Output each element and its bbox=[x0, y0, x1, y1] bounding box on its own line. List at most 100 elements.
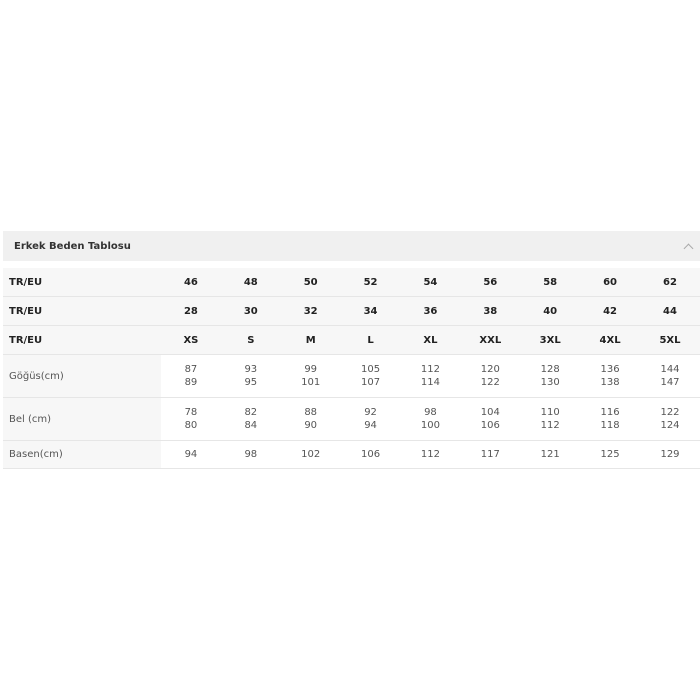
measurement-value: 106 bbox=[361, 449, 381, 460]
measurement-value: 118 bbox=[600, 420, 620, 431]
measurement-cell: 125 bbox=[580, 440, 640, 469]
size-cell: 50 bbox=[280, 268, 341, 297]
size-cell: 58 bbox=[520, 268, 581, 297]
measurement-value: 112 bbox=[420, 364, 440, 375]
size-cell: 30 bbox=[220, 296, 281, 326]
measurement-value: 89 bbox=[184, 377, 198, 388]
measurement-value: 138 bbox=[600, 377, 620, 388]
row-label: TR/EU bbox=[3, 296, 161, 326]
measurement-value: 136 bbox=[600, 364, 620, 375]
measurement-cell: 129 bbox=[640, 440, 700, 469]
measurement-value: 117 bbox=[480, 449, 500, 460]
measurement-value: 92 bbox=[364, 407, 377, 418]
size-cell: 46 bbox=[161, 268, 221, 297]
measurement-value: 110 bbox=[540, 407, 560, 418]
size-cell: 32 bbox=[280, 296, 341, 326]
size-cell: 54 bbox=[400, 268, 461, 297]
measurement-cell: 88 90 bbox=[280, 397, 341, 441]
size-cell: 40 bbox=[520, 296, 581, 326]
measurement-value: 100 bbox=[420, 420, 440, 431]
measurement-value: 112 bbox=[420, 449, 440, 460]
row-label: Bel (cm) bbox=[3, 397, 161, 441]
measurement-cell: 78 80 bbox=[161, 397, 221, 441]
size-cell: M bbox=[280, 325, 341, 355]
measurement-row: Bel (cm) 78 80 82 84 88 90 92 94 98 100 104 106 110 11… bbox=[3, 397, 700, 441]
measurement-cell: 98 bbox=[220, 440, 281, 469]
size-cell: 44 bbox=[640, 296, 700, 326]
accordion-title: Erkek Beden Tablosu bbox=[14, 240, 131, 252]
size-cell: 48 bbox=[220, 268, 281, 297]
size-cell: 34 bbox=[340, 296, 401, 326]
measurement-value: 82 bbox=[244, 407, 258, 418]
size-cell: 52 bbox=[340, 268, 401, 297]
measurement-value: 130 bbox=[540, 377, 560, 388]
chevron-up-icon[interactable] bbox=[683, 243, 694, 253]
measurement-value: 105 bbox=[361, 364, 381, 375]
measurement-cell: 136 138 bbox=[580, 354, 640, 398]
accordion-header[interactable]: Erkek Beden Tablosu bbox=[3, 231, 700, 261]
measurement-value: 104 bbox=[480, 407, 500, 418]
size-cell: S bbox=[220, 325, 281, 355]
measurement-cell: 105 107 bbox=[340, 354, 401, 398]
size-cell: 3XL bbox=[520, 325, 581, 355]
measurement-cell: 82 84 bbox=[220, 397, 281, 441]
measurement-cell: 121 bbox=[520, 440, 581, 469]
measurement-value: 144 bbox=[660, 364, 680, 375]
measurement-value: 94 bbox=[184, 449, 198, 460]
size-cell: XS bbox=[161, 325, 221, 355]
size-cell: 56 bbox=[460, 268, 521, 297]
measurement-value: 98 bbox=[244, 449, 258, 460]
measurement-row: Göğüs(cm) 87 89 93 95 99 101 105 107 112 114 120 122… bbox=[3, 354, 700, 398]
measurement-value: 84 bbox=[244, 420, 258, 431]
size-cell: 42 bbox=[580, 296, 640, 326]
measurement-cell: 102 bbox=[280, 440, 341, 469]
measurement-value: 98 bbox=[424, 407, 437, 418]
row-label: Basen(cm) bbox=[3, 440, 161, 469]
measurement-cell: 99 101 bbox=[280, 354, 341, 398]
measurement-value: 106 bbox=[480, 420, 500, 431]
measurement-value: 87 bbox=[184, 364, 198, 375]
measurement-cell: 87 89 bbox=[161, 354, 221, 398]
size-cell: 4XL bbox=[580, 325, 640, 355]
measurement-value: 94 bbox=[364, 420, 377, 431]
measurement-value: 112 bbox=[540, 420, 560, 431]
measurement-value: 122 bbox=[480, 377, 500, 388]
row-label: TR/EU bbox=[3, 325, 161, 355]
measurement-value: 95 bbox=[244, 377, 258, 388]
measurement-value: 125 bbox=[600, 449, 620, 460]
measurement-value: 102 bbox=[301, 449, 321, 460]
measurement-value: 101 bbox=[301, 377, 321, 388]
measurement-value: 120 bbox=[480, 364, 500, 375]
size-cell: 36 bbox=[400, 296, 461, 326]
measurement-cell: 94 bbox=[161, 440, 221, 469]
size-cell: 5XL bbox=[640, 325, 700, 355]
measurement-value: 116 bbox=[600, 407, 620, 418]
measurement-value: 147 bbox=[660, 377, 680, 388]
measurement-value: 121 bbox=[540, 449, 560, 460]
measurement-cell: 98 100 bbox=[400, 397, 461, 441]
measurement-value: 93 bbox=[244, 364, 258, 375]
measurement-value: 124 bbox=[660, 420, 680, 431]
measurement-cell: 106 bbox=[340, 440, 401, 469]
size-chart-accordion: Erkek Beden Tablosu TR/EU 46 48 50 52 54 56 58 6… bbox=[3, 231, 700, 469]
size-header-row: TR/EU 28 30 32 34 36 38 40 42 44 bbox=[3, 296, 700, 326]
measurement-cell: 104 106 bbox=[460, 397, 521, 441]
measurement-cell: 112 114 bbox=[400, 354, 461, 398]
measurement-value: 129 bbox=[660, 449, 680, 460]
measurement-value: 128 bbox=[540, 364, 560, 375]
measurement-value: 107 bbox=[361, 377, 381, 388]
measurement-cell: 116 118 bbox=[580, 397, 640, 441]
measurement-value: 88 bbox=[304, 407, 318, 418]
measurement-cell: 120 122 bbox=[460, 354, 521, 398]
size-header-row: TR/EU XS S M L XL XXL 3XL 4XL 5XL bbox=[3, 325, 700, 355]
measurement-cell: 112 bbox=[400, 440, 461, 469]
measurement-cell: 122 124 bbox=[640, 397, 700, 441]
row-label: TR/EU bbox=[3, 268, 161, 297]
measurement-row: Basen(cm) 94 98 102 106 112 117 121 125 129 bbox=[3, 440, 700, 469]
measurement-value: 99 bbox=[304, 364, 318, 375]
size-cell: XL bbox=[400, 325, 461, 355]
size-cell: L bbox=[340, 325, 401, 355]
measurement-cell: 128 130 bbox=[520, 354, 581, 398]
size-header-row: TR/EU 46 48 50 52 54 56 58 60 62 bbox=[3, 268, 700, 297]
measurement-cell: 117 bbox=[460, 440, 521, 469]
